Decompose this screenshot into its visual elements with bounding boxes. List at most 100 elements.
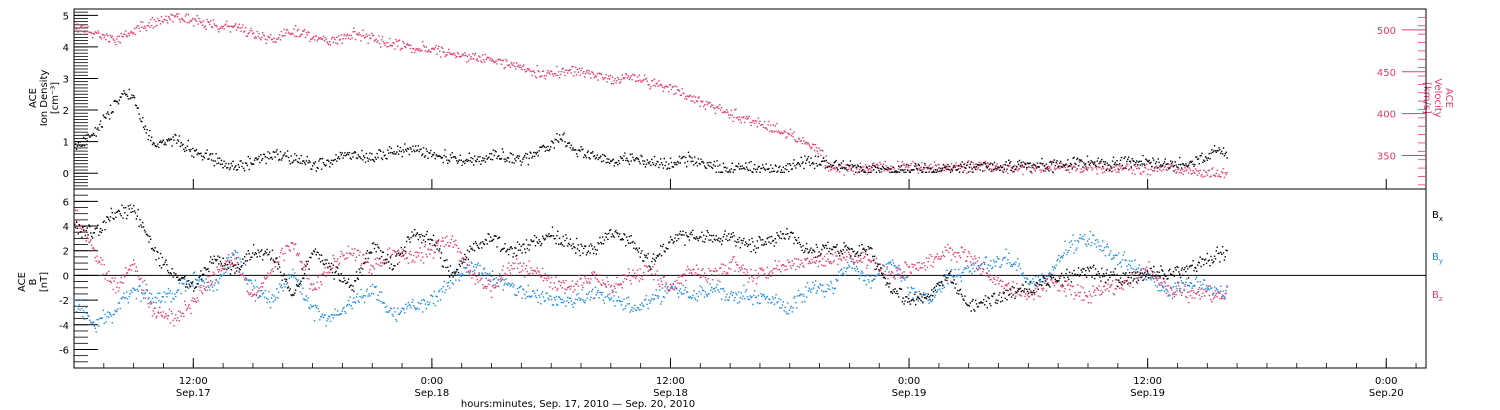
bz-series-point <box>134 270 137 272</box>
by-series-point <box>792 307 794 309</box>
density-series-point <box>623 155 625 157</box>
velocity-series-point <box>1210 175 1212 177</box>
density-series-point <box>1057 166 1059 168</box>
density-series-point <box>427 157 429 159</box>
bz-series-point <box>333 258 335 260</box>
velocity-series-point <box>790 135 793 137</box>
by-series-point <box>1051 266 1054 268</box>
velocity-series-point <box>820 154 822 157</box>
density-series-point <box>966 161 969 164</box>
by-series-point <box>856 268 859 270</box>
density-series-point <box>787 163 789 165</box>
density-series-point <box>593 155 596 157</box>
by-series-point <box>966 265 969 267</box>
bz-series-point <box>422 256 424 258</box>
by-series-point <box>510 284 512 286</box>
density-series-point <box>671 165 674 168</box>
by-series-point <box>970 264 972 266</box>
bz-series-point <box>93 248 96 251</box>
by-series-point <box>1103 247 1106 249</box>
density-series-point <box>1191 160 1193 163</box>
by-series-point <box>103 322 105 325</box>
density-series-point <box>263 153 266 156</box>
by-series-point <box>1198 286 1200 289</box>
velocity-series-point <box>180 18 182 20</box>
density-series-point <box>461 164 463 166</box>
by-series-point <box>125 291 128 293</box>
bz-series-point <box>131 264 133 266</box>
velocity-series-point <box>1136 167 1138 170</box>
density-series-point <box>422 147 425 149</box>
velocity-series-point <box>696 100 699 103</box>
by-series-point <box>822 284 824 286</box>
density-series-point <box>1048 170 1050 172</box>
velocity-series-point <box>640 81 642 83</box>
velocity-series-point <box>333 37 335 39</box>
velocity-series-point <box>487 57 489 59</box>
velocity-series-point <box>934 164 937 166</box>
by-series-point <box>781 304 784 306</box>
by-series-point <box>332 317 334 319</box>
velocity-series-point <box>380 46 382 48</box>
density-series-point <box>523 156 525 159</box>
by-series-point <box>809 289 811 291</box>
by-series-point <box>829 288 831 291</box>
by-series-point <box>1216 288 1218 291</box>
velocity-series-point <box>262 34 265 36</box>
by-series-point <box>339 313 342 316</box>
velocity-series-point <box>1170 165 1172 168</box>
density-series-point <box>1145 158 1147 160</box>
velocity-series-point <box>494 61 496 63</box>
by-series-point <box>88 315 90 317</box>
by-series-point <box>577 293 580 295</box>
density-series-point <box>1029 162 1031 164</box>
by-series-point <box>1190 282 1192 284</box>
density-series-point <box>859 166 861 168</box>
density-series-point <box>634 160 636 162</box>
velocity-series-point <box>884 160 886 163</box>
by-series-point <box>128 295 130 298</box>
bz-series-point <box>699 276 701 279</box>
velocity-series-point <box>501 59 504 62</box>
velocity-series-point <box>681 88 683 90</box>
density-series-point <box>91 134 93 136</box>
density-series-point <box>527 163 529 166</box>
bz-series-point <box>525 265 528 267</box>
density-series-point <box>830 163 832 166</box>
bz-series-point <box>463 258 465 260</box>
density-series-point <box>939 170 941 172</box>
by-series-point <box>1068 241 1071 244</box>
velocity-series-point <box>530 70 532 73</box>
velocity-series-point <box>395 38 397 41</box>
density-series-point <box>458 159 461 161</box>
by-series-point <box>906 276 908 278</box>
density-series-point <box>779 171 782 173</box>
bz-series-point <box>255 293 257 296</box>
by-series-point <box>575 294 578 296</box>
density-series-point <box>200 152 202 154</box>
density-series-point <box>416 149 419 151</box>
bz-series-point <box>159 311 162 314</box>
velocity-series-point <box>74 21 77 23</box>
velocity-series-point <box>1214 175 1217 177</box>
density-series-point <box>414 150 416 153</box>
velocity-series-point <box>830 168 833 170</box>
bz-series-point <box>138 278 140 280</box>
density-series-point <box>1165 163 1167 165</box>
bz-series-point <box>397 249 400 252</box>
velocity-series-point <box>495 60 497 62</box>
density-series-point <box>145 132 147 134</box>
bz-series-point <box>218 269 221 271</box>
by-series-point <box>95 331 97 333</box>
by-series-point <box>956 275 958 278</box>
density-series-point <box>1128 160 1131 163</box>
velocity-series-point <box>1091 169 1093 171</box>
density-series-point <box>549 148 551 151</box>
bz-series-point <box>242 274 244 276</box>
velocity-series-point <box>314 35 317 37</box>
density-series-point <box>252 163 254 165</box>
velocity-series-point <box>1095 168 1098 170</box>
density-series-point <box>95 135 97 137</box>
density-series-point <box>83 145 86 147</box>
